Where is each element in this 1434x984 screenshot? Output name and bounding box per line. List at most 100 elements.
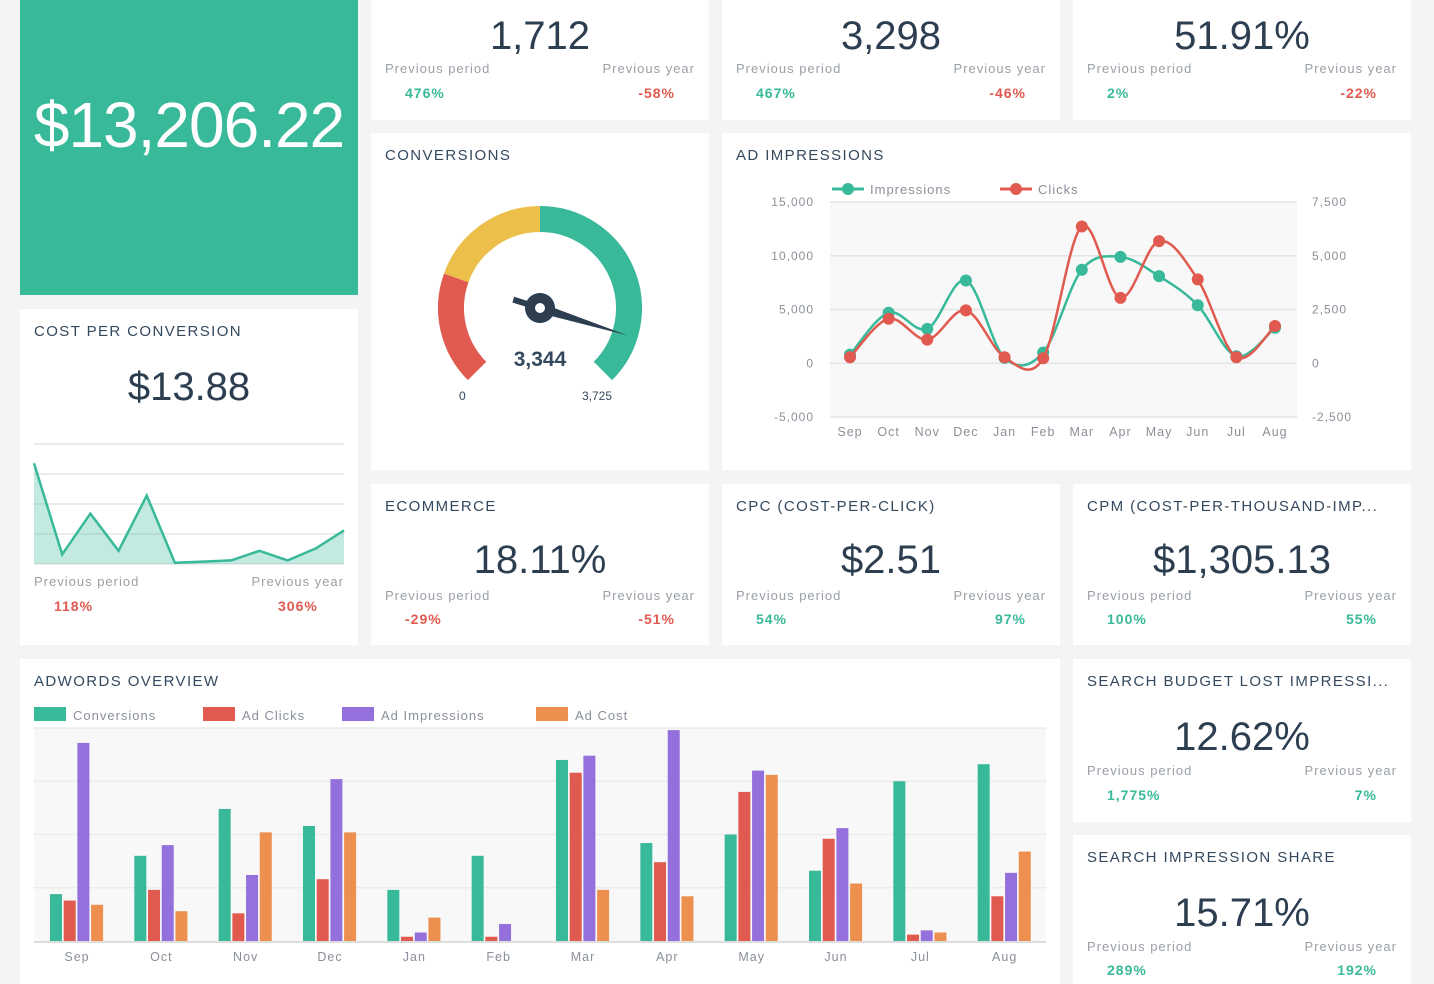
prev-year-label: Previous year bbox=[602, 61, 695, 76]
hero-value: $13,206.22 bbox=[33, 89, 345, 161]
ad-cost-bar bbox=[597, 889, 610, 941]
ad-clicks-bar bbox=[232, 913, 245, 941]
prev-year-change: 192% bbox=[1337, 962, 1377, 978]
card-title: CPM (COST-PER-THOUSAND-IMP... bbox=[1087, 498, 1379, 515]
prev-year-label: Previous year bbox=[1304, 61, 1397, 76]
prev-period-change: 2% bbox=[1107, 85, 1130, 101]
ad-impressions-chart: 15,000 7,500 10,000 5,000 5,000 2,500 0 0 -5,000… bbox=[771, 182, 1352, 439]
kpi-card: 51.91% Previous period Previous year 2% … bbox=[1073, 0, 1411, 120]
prev-period-change: 54% bbox=[756, 611, 788, 627]
conversions-bar bbox=[556, 759, 568, 941]
right-axis-tick: -2,500 bbox=[1312, 410, 1352, 424]
ad-impressions-bar bbox=[499, 923, 512, 941]
x-axis-tick: Jan bbox=[403, 950, 426, 964]
clicks-point bbox=[882, 312, 895, 325]
kpi-value: 51.91% bbox=[1174, 14, 1310, 58]
sparkline-area bbox=[34, 463, 344, 564]
impressions-point bbox=[1191, 299, 1204, 312]
total-cost-hero: $13,206.22 bbox=[20, 0, 358, 295]
x-axis-tick: Mar bbox=[1070, 425, 1095, 439]
legend-label[interactable]: Ad Cost bbox=[575, 708, 628, 723]
clicks-point bbox=[959, 304, 972, 317]
ad-impressions-bar bbox=[77, 742, 90, 941]
x-axis-tick: Aug bbox=[992, 950, 1017, 964]
prev-period-label: Previous period bbox=[34, 574, 140, 589]
adwords-overview-card: ADWORDS OVERVIEW Sep Oct Nov Dec Jan Feb Mar Ap… bbox=[20, 659, 1060, 984]
conversions-bar bbox=[134, 855, 147, 941]
card-title: CPC (COST-PER-CLICK) bbox=[736, 498, 936, 515]
ad-impressions-bar bbox=[752, 770, 765, 941]
ad-cost-bar bbox=[1018, 851, 1031, 941]
right-axis-tick: 2,500 bbox=[1312, 303, 1347, 317]
card-value: 12.62% bbox=[1174, 715, 1310, 759]
conversions-card: CONVERSIONS 3,344 0 3,725 bbox=[371, 133, 709, 470]
x-axis-tick: Apr bbox=[656, 950, 678, 964]
prev-year-label: Previous year bbox=[1304, 763, 1397, 778]
conversions-gauge bbox=[438, 206, 642, 381]
clicks-point bbox=[844, 351, 856, 364]
prev-year-label: Previous year bbox=[1304, 588, 1397, 603]
card-value: $1,305.13 bbox=[1153, 538, 1331, 582]
legend-label[interactable]: Ad Impressions bbox=[381, 708, 485, 723]
conversions-bar bbox=[893, 781, 906, 941]
prev-period-label: Previous period bbox=[736, 588, 842, 603]
ad-clicks-bar bbox=[148, 889, 161, 941]
ad-cost-bar bbox=[850, 883, 863, 941]
gauge-needle bbox=[538, 303, 628, 336]
ad-clicks-bar bbox=[991, 896, 1004, 941]
x-axis-tick: May bbox=[1146, 425, 1173, 439]
gauge-band bbox=[539, 206, 642, 381]
clicks-point bbox=[1269, 320, 1281, 333]
adwords-bar-chart: Sep Oct Nov Dec Jan Feb Mar Apr May Jun Jul Aug Conv… bbox=[34, 707, 1046, 964]
cost-sparkline bbox=[32, 443, 345, 565]
x-axis-tick: Oct bbox=[150, 950, 172, 964]
gauge-min: 0 bbox=[459, 389, 466, 403]
card-title: SEARCH BUDGET LOST IMPRESSI... bbox=[1087, 673, 1390, 690]
prev-period-label: Previous period bbox=[1087, 588, 1193, 603]
ad-clicks-bar bbox=[63, 900, 76, 941]
left-axis-tick: -5,000 bbox=[774, 410, 814, 424]
legend-label[interactable]: Conversions bbox=[73, 708, 156, 723]
right-axis-tick: 7,500 bbox=[1312, 195, 1347, 209]
ad-impressions-bar bbox=[920, 930, 933, 941]
kpi-card: 1,712 Previous period Previous year 476%… bbox=[371, 0, 709, 120]
prev-period-change: -29% bbox=[405, 611, 442, 627]
x-axis-tick: Sep bbox=[64, 950, 89, 964]
search_share-card: SEARCH IMPRESSION SHARE 15.71% Previous … bbox=[1073, 835, 1411, 984]
conversions-bar bbox=[471, 855, 484, 941]
prev-period-label: Previous period bbox=[385, 588, 491, 603]
legend-label[interactable]: Clicks bbox=[1038, 182, 1079, 197]
right-axis-tick: 0 bbox=[1312, 356, 1320, 370]
prev-year-label: Previous year bbox=[953, 61, 1046, 76]
gauge-band bbox=[438, 273, 487, 381]
x-axis-tick: Feb bbox=[1031, 425, 1056, 439]
ad-clicks-bar bbox=[907, 934, 920, 941]
ad-cost-bar bbox=[681, 896, 694, 941]
impressions-point bbox=[921, 322, 934, 335]
legend-swatch bbox=[342, 707, 374, 721]
legend-label[interactable]: Impressions bbox=[870, 182, 951, 197]
conversions-bar bbox=[303, 825, 315, 941]
prev-period-change: 1,775% bbox=[1107, 787, 1161, 803]
conversions-bar bbox=[809, 870, 821, 941]
kpi-value: 1,712 bbox=[489, 14, 591, 58]
prev-year-change: -22% bbox=[1340, 85, 1377, 101]
x-axis-tick: Mar bbox=[571, 950, 596, 964]
prev-period-change: 100% bbox=[1107, 611, 1147, 627]
x-axis-tick: Oct bbox=[877, 425, 899, 439]
impressions-point bbox=[1153, 270, 1166, 283]
clicks-point bbox=[1191, 273, 1204, 286]
ad-cost-bar bbox=[344, 832, 357, 941]
x-axis-tick: Jul bbox=[911, 950, 930, 964]
ad-impressions-bar bbox=[246, 874, 259, 941]
legend-label[interactable]: Ad Clicks bbox=[242, 708, 305, 723]
prev-year-change: 55% bbox=[1345, 611, 1377, 627]
ad-cost-bar bbox=[259, 832, 272, 941]
prev-year-change: -58% bbox=[638, 85, 675, 101]
x-axis-tick: Feb bbox=[486, 950, 511, 964]
ad-impressions-bar bbox=[414, 932, 427, 941]
prev-period-change: 476% bbox=[405, 85, 445, 101]
legend-swatch bbox=[203, 707, 235, 721]
conversions-bar bbox=[724, 834, 737, 941]
impressions-point bbox=[959, 274, 972, 287]
